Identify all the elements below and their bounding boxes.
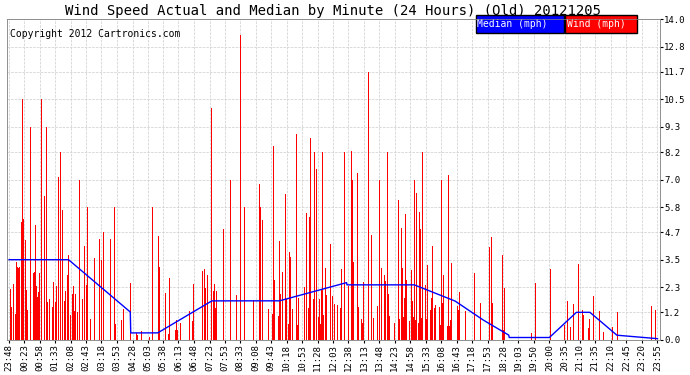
FancyBboxPatch shape — [565, 15, 638, 33]
FancyBboxPatch shape — [476, 15, 564, 33]
Text: Copyright 2012 Cartronics.com: Copyright 2012 Cartronics.com — [10, 29, 181, 39]
Text: Median (mph): Median (mph) — [477, 19, 548, 29]
Title: Wind Speed Actual and Median by Minute (24 Hours) (Old) 20121205: Wind Speed Actual and Median by Minute (… — [66, 4, 602, 18]
Text: Wind (mph): Wind (mph) — [566, 19, 626, 29]
